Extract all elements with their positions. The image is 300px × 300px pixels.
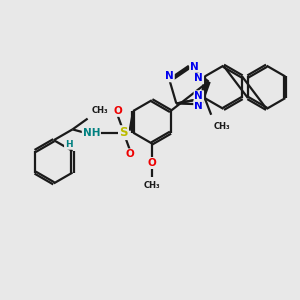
Text: NH: NH — [82, 128, 100, 138]
Text: N: N — [194, 74, 203, 83]
Text: N: N — [194, 91, 203, 101]
Text: N: N — [194, 101, 203, 111]
Text: CH₃: CH₃ — [213, 122, 230, 130]
Text: O: O — [113, 106, 122, 116]
Text: S: S — [119, 126, 128, 139]
Text: O: O — [147, 158, 156, 168]
Text: CH₃: CH₃ — [143, 181, 160, 190]
Text: H: H — [65, 140, 72, 149]
Text: O: O — [125, 149, 134, 159]
Text: N: N — [190, 62, 199, 72]
Text: N: N — [165, 71, 174, 81]
Text: CH₃: CH₃ — [92, 106, 108, 115]
